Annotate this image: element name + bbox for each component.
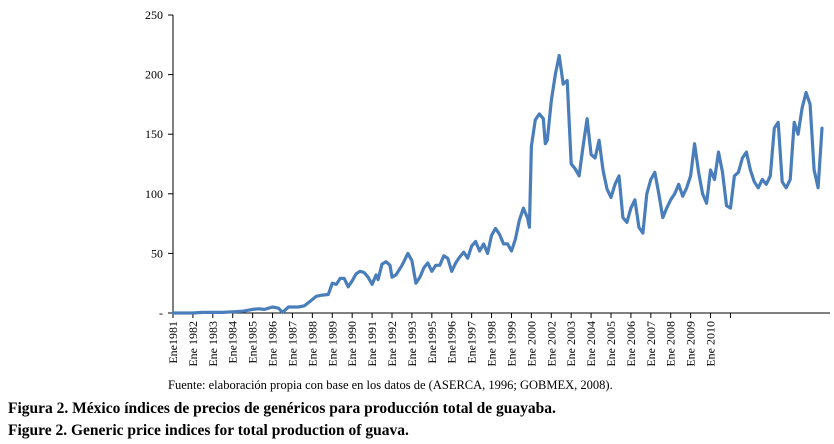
x-axis: Ene1981 Ene 1982 Ene 1983 Ene1984 Ene1985 Ene… [166, 312, 830, 367]
y-tick-label: 150 [145, 127, 163, 141]
x-tick-label: Ene 2010 [704, 321, 718, 367]
caption-spanish: Figura 2. México índices de precios de g… [8, 400, 556, 417]
x-tick-label: Ene 1988 [305, 321, 319, 367]
x-tick-label: Ene 2004 [584, 321, 598, 367]
x-tick-label: Ene 2003 [564, 321, 578, 367]
x-tick-label: Ene 1990 [345, 321, 359, 367]
x-tick-label: Ene 1982 [186, 321, 200, 367]
x-tick-label: Ene1997 [465, 321, 479, 364]
x-tick-label: Ene 1998 [485, 321, 499, 367]
y-tick-label: 50 [151, 246, 163, 260]
x-tick-label: Ene 2009 [684, 321, 698, 367]
x-tick-label: Ene1981 [166, 321, 180, 364]
x-tick-label: Ene1985 [246, 321, 260, 364]
caption-english: Figure 2. Generic price indices for tota… [8, 422, 409, 439]
x-tick-label: Ene 2002 [544, 321, 558, 367]
x-tick-label: Ene 2000 [524, 321, 538, 367]
x-tick-label: Ene 1992 [385, 321, 399, 367]
series-line-price-index [171, 53, 824, 315]
x-tick-label: Ene1996 [445, 321, 459, 364]
x-tick-label: Ene1984 [226, 321, 240, 364]
y-tick-label: 200 [145, 68, 163, 82]
x-tick-label: Ene 2008 [664, 321, 678, 367]
x-tick-label: Ene 2005 [604, 321, 618, 367]
x-tick-label: Ene1995 [425, 321, 439, 364]
x-tick-label: Ene 1987 [285, 321, 299, 367]
x-tick-label: Ene 1989 [325, 321, 339, 367]
y-tick-label: 250 [145, 8, 163, 22]
x-tick-label: Ene 1999 [504, 321, 518, 367]
x-tick-label: Ene 2007 [644, 321, 658, 367]
x-tick-label: Ene 1991 [365, 321, 379, 367]
series-layer [171, 53, 824, 315]
y-tick-label-zero: - [159, 306, 163, 320]
x-tick-label: Ene 2006 [624, 321, 638, 367]
x-tick-label: Ene 1993 [405, 321, 419, 367]
y-tick-label: 100 [145, 187, 163, 201]
x-tick-label: Ene 1983 [206, 321, 220, 367]
source-note: Fuente: elaboración propia con base en l… [168, 378, 613, 392]
y-axis: 250 200 150 100 50 - [145, 8, 174, 320]
x-tick-label: Ene 1986 [266, 321, 280, 367]
